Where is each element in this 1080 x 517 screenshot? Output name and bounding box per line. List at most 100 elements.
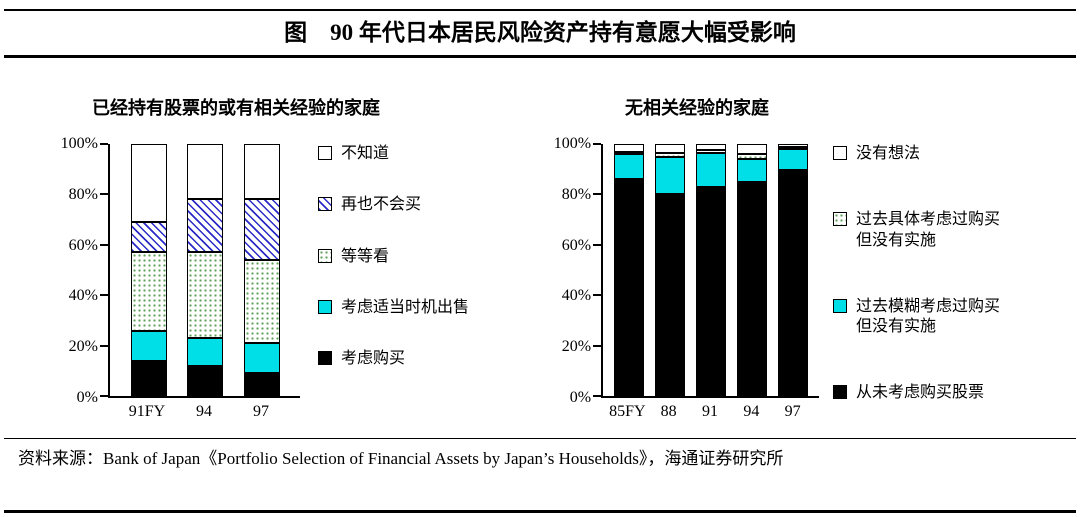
bar-segment-cyan (614, 154, 645, 180)
bar-segment-dotted (130, 252, 167, 331)
x-axis-tick-label: 91 (702, 403, 718, 420)
legend-swatch-dotted (833, 211, 848, 226)
left-x-axis-labels: 91FY 94 97 (108, 403, 300, 421)
x-axis-slot: 97 (243, 403, 279, 421)
title-divider (4, 55, 1076, 58)
stacked-bar (737, 144, 768, 396)
charts-row: 已经持有股票的或有相关经验的家庭 0% 20% 40% 60% 80% 100% 91FY… (0, 94, 1080, 421)
bar-segment-cyan (187, 338, 223, 366)
right-chart-title: 无相关经验的家庭 (625, 98, 770, 118)
y-axis-tick-mark (593, 395, 602, 397)
x-axis-slot: 94 (186, 403, 222, 421)
y-axis-tick-mark (100, 294, 108, 297)
left-plot-row: 0% 20% 40% 60% 80% 100% 91FY 94 97 不知道 再也不会买 等等看考… (58, 135, 469, 421)
x-axis-tick-label: 88 (660, 403, 677, 420)
bar-segment-black (696, 186, 727, 396)
bar-segment-dotted (655, 152, 686, 157)
y-axis-tick-label: 20% (68, 338, 98, 356)
y-axis-tick-label: 100% (60, 135, 98, 152)
y-axis-tick-label: 100% (553, 135, 592, 152)
bar-segment-white (187, 144, 223, 200)
bar-segment-white (778, 144, 809, 147)
x-axis-slot: 85FY (609, 403, 646, 421)
right-x-axis-labels: 85FY 88 91 94 97 (601, 403, 819, 421)
bar-segment-hatched (243, 199, 280, 260)
legend-item: 没有想法 (833, 144, 1000, 165)
legend-item: 从未考虑购买股票 (833, 383, 1000, 404)
y-axis-tick-label: 0% (76, 389, 98, 406)
legend-label: 过去具体考虑过购买 但没有实施 (856, 210, 1001, 249)
left-chart: 已经持有股票的或有相关经验的家庭 0% 20% 40% 60% 80% 100% 91FY… (58, 94, 469, 421)
bar-segment-cyan (243, 343, 280, 374)
legend-label: 考虑适当时机出售 (341, 298, 470, 316)
right-plot-column: 85FY 88 91 94 97 (593, 143, 820, 421)
y-axis-tick-label: 60% (68, 236, 98, 254)
stacked-bar (187, 144, 223, 396)
bar-segment-dotted (614, 151, 645, 155)
bar-segment-cyan (737, 159, 768, 182)
bar-segment-hatched (187, 199, 223, 253)
bar-segment-white (614, 144, 645, 152)
y-axis-tick-mark (100, 243, 108, 246)
source-note: 资料来源：Bank of Japan《Portfolio Selection o… (18, 449, 784, 468)
bar-segment-black (737, 181, 768, 396)
x-axis-tick-label: 97 (253, 403, 269, 420)
legend-item: 过去具体考虑过购买 但没有实施 (833, 210, 1000, 252)
legend-label: 从未考虑购买股票 (856, 384, 985, 402)
y-axis-tick-mark (100, 143, 108, 145)
y-axis-tick-mark (593, 243, 602, 246)
stacked-bar (655, 144, 686, 396)
x-axis-tick-label: 85FY (609, 403, 646, 420)
legend-item: 不知道 (318, 144, 469, 165)
y-axis-tick-label: 40% (68, 287, 98, 305)
legend-label: 过去模糊考虑过购买 但没有实施 (856, 297, 1001, 336)
legend-item: 再也不会买 (318, 195, 469, 216)
bar-segment-white (696, 144, 727, 151)
bottom-divider (4, 510, 1076, 513)
y-axis-tick-mark (100, 344, 108, 347)
y-axis-tick-label: 0% (569, 389, 592, 406)
figure-title: 图 90 年代日本居民风险资产持有意愿大幅受影响 (284, 20, 796, 45)
x-axis-slot: 97 (778, 403, 808, 421)
right-plot-area (593, 143, 820, 398)
legend-label: 没有想法 (856, 145, 921, 162)
legend-label: 考虑购买 (341, 350, 406, 368)
right-bars (603, 144, 819, 396)
legend-label: 等等看 (341, 247, 390, 265)
legend-swatch-black (318, 351, 332, 366)
right-legend: 没有想法过去具体考虑过购买 但没有实施 过去模糊考虑过购买 但没有实施从未考虑购买… (833, 144, 1000, 404)
legend-item: 考虑适当时机出售 (318, 298, 469, 319)
y-axis-tick-mark (593, 143, 602, 145)
bar-segment-hatched (130, 222, 167, 253)
legend-swatch-white (318, 146, 332, 160)
y-axis-tick-label: 60% (561, 236, 592, 254)
bar-segment-black (130, 360, 167, 396)
x-axis-slot: 91FY (129, 403, 165, 421)
bar-segment-cyan (130, 330, 167, 361)
y-axis-tick-mark (593, 344, 602, 347)
x-axis-slot: 91 (695, 403, 725, 421)
stacked-bar (130, 144, 167, 396)
legend-swatch-black (833, 385, 848, 400)
bar-segment-cyan (778, 148, 809, 170)
bar-segment-black (614, 179, 645, 396)
bar-segment-dotted (737, 154, 768, 160)
bar-segment-dotted (243, 259, 280, 344)
bar-segment-white (130, 144, 167, 223)
legend-swatch-hatched (318, 197, 332, 212)
x-axis-tick-label: 94 (196, 403, 212, 420)
stacked-bar (696, 144, 727, 396)
bar-segment-dotted (778, 146, 809, 149)
legend-swatch-white (833, 146, 848, 160)
left-plot-column: 91FY 94 97 (100, 143, 300, 421)
bar-segment-black (243, 373, 280, 396)
legend-item: 等等看 (318, 247, 469, 268)
bar-segment-black (655, 194, 686, 396)
stacked-bar (778, 144, 809, 396)
bar-segment-white (243, 144, 280, 200)
left-chart-title: 已经持有股票的或有相关经验的家庭 (92, 98, 380, 118)
legend-label: 不知道 (341, 145, 390, 162)
legend-swatch-dotted (318, 248, 332, 263)
legend-swatch-cyan (833, 298, 848, 313)
